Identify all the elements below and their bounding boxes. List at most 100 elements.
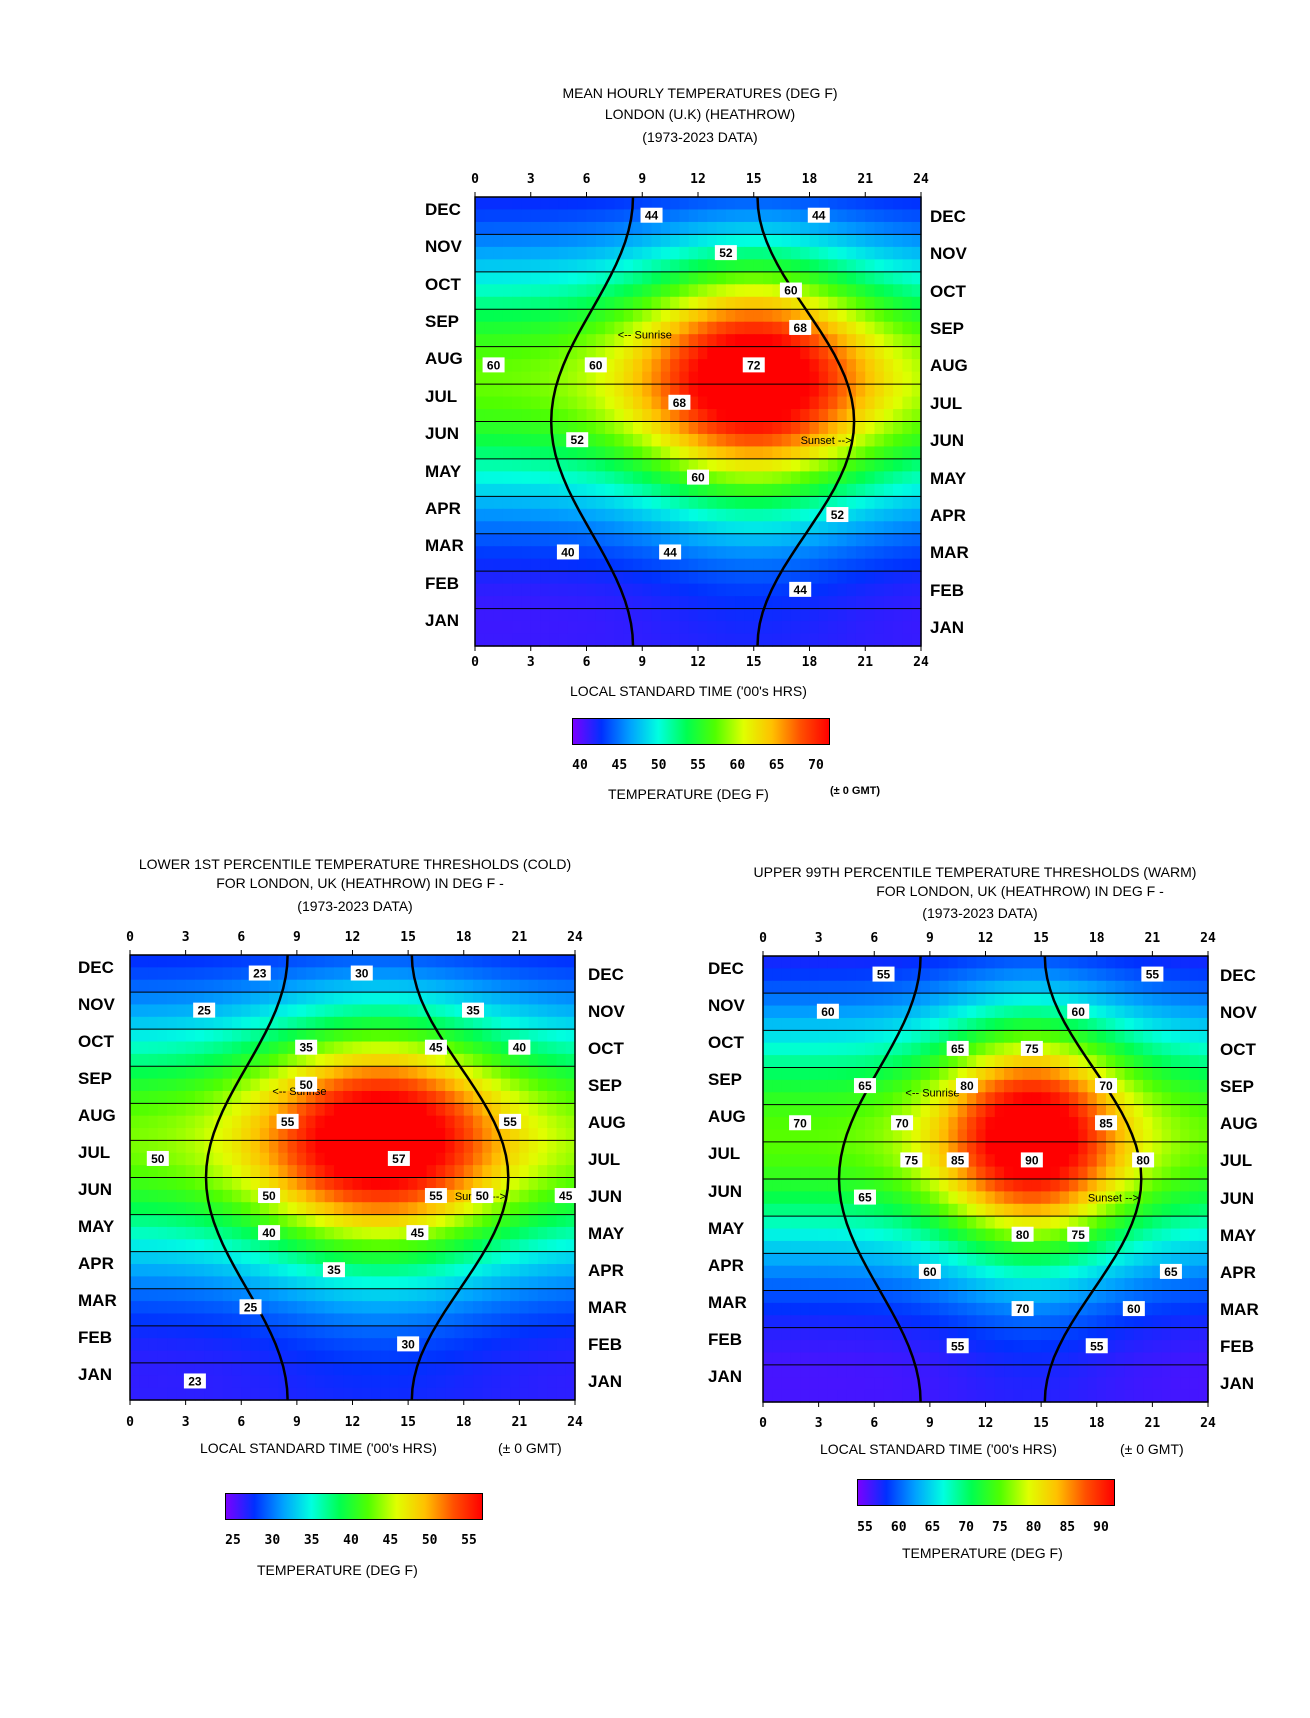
heat-cell xyxy=(883,1079,894,1093)
heat-cell xyxy=(679,458,690,472)
heat-cell xyxy=(642,571,653,585)
heat-cell xyxy=(577,346,588,360)
month-label-left: SEP xyxy=(78,1068,113,1088)
heat-cell xyxy=(408,1325,418,1339)
heat-cell xyxy=(371,1066,381,1080)
heat-cell xyxy=(259,1177,270,1191)
heat-cell xyxy=(333,1016,344,1030)
heat-cell xyxy=(874,1005,885,1019)
heat-cell xyxy=(519,967,530,981)
heat-cell xyxy=(1170,1191,1181,1205)
heat-cell xyxy=(306,979,317,993)
heat-cell xyxy=(352,1214,363,1228)
heat-cell xyxy=(800,259,811,273)
heat-cell xyxy=(1161,1179,1172,1192)
month-label-right: JAN xyxy=(930,618,965,638)
heat-cell xyxy=(846,296,857,310)
heat-cell xyxy=(157,1301,168,1315)
heat-cell xyxy=(725,521,736,535)
heat-cell xyxy=(130,1177,140,1191)
heat-cell xyxy=(818,596,829,610)
heat-cell xyxy=(827,1055,838,1069)
heat-cell xyxy=(1078,1141,1089,1155)
heat-cell xyxy=(500,955,511,968)
heat-cell xyxy=(204,1053,215,1067)
heat-cell xyxy=(800,384,811,398)
heat-cell xyxy=(521,359,532,373)
heat-cell xyxy=(1198,980,1209,994)
heat-cell xyxy=(1170,1067,1181,1081)
heat-cell xyxy=(537,1325,548,1339)
heat-cell xyxy=(911,197,922,211)
heat-cell xyxy=(781,1104,792,1118)
heat-cell xyxy=(790,1141,801,1155)
heat-cell xyxy=(512,421,523,435)
heat-cell xyxy=(389,1004,400,1018)
heat-cell xyxy=(540,483,550,497)
heat-cell xyxy=(540,396,550,410)
heat-cell xyxy=(380,1152,391,1166)
contour-label: 45 xyxy=(411,1226,425,1240)
heat-cell xyxy=(1170,1141,1181,1155)
heat-cell xyxy=(1180,1079,1191,1093)
heat-cell xyxy=(623,496,634,510)
hour-tick-top: 18 xyxy=(455,930,472,945)
heat-cell xyxy=(1124,993,1135,1007)
heat-cell xyxy=(818,583,829,597)
heat-cell xyxy=(707,221,718,236)
heat-cell xyxy=(902,980,912,994)
heat-cell xyxy=(475,433,485,448)
heat-cell xyxy=(278,1029,289,1043)
heat-cell xyxy=(435,1103,446,1117)
heat-cell xyxy=(352,955,363,968)
heat-cell xyxy=(855,1253,866,1267)
heat-cell xyxy=(549,608,560,622)
heat-cell xyxy=(846,1191,857,1205)
heat-cell xyxy=(512,621,523,635)
heat-cell xyxy=(1050,1228,1061,1242)
heat-cell xyxy=(800,1042,810,1056)
heat-cell xyxy=(707,384,718,398)
heat-cell xyxy=(753,458,764,472)
heat-cell xyxy=(1161,1166,1172,1180)
heat-cell xyxy=(512,209,523,223)
heat-cell xyxy=(547,1375,558,1389)
heat-cell xyxy=(139,1350,150,1364)
heat-cell xyxy=(642,621,653,635)
heat-cell xyxy=(185,1041,196,1055)
heat-cell xyxy=(781,309,792,323)
heat-cell xyxy=(361,1066,372,1080)
heat-cell xyxy=(957,1067,968,1081)
heat-cell xyxy=(837,259,848,273)
heat-cell xyxy=(482,1276,493,1290)
heat-cell xyxy=(707,621,718,635)
heat-cell xyxy=(361,1115,372,1129)
heat-cell xyxy=(380,1325,391,1339)
heat-cell xyxy=(744,496,755,510)
contour-label-box xyxy=(508,1039,531,1055)
heat-cell xyxy=(893,234,904,248)
heat-cell xyxy=(549,409,560,423)
heat-cell xyxy=(670,259,681,273)
heat-cell xyxy=(296,992,307,1006)
heat-cell xyxy=(929,1117,940,1131)
heat-cell xyxy=(426,1214,437,1228)
heat-cell xyxy=(250,1016,261,1030)
heat-cell xyxy=(809,1179,820,1192)
hour-tick-bottom: 18 xyxy=(455,1415,472,1430)
heat-cell xyxy=(493,259,504,273)
heat-cell xyxy=(324,1313,335,1327)
heat-cell xyxy=(902,1228,912,1242)
heat-cell xyxy=(874,384,885,398)
heat-cell xyxy=(556,1301,567,1315)
heat-cell xyxy=(1106,1203,1116,1217)
heat-cell xyxy=(530,409,541,423)
heat-cell xyxy=(445,1189,456,1203)
heat-cell xyxy=(1059,1253,1070,1267)
heat-cell xyxy=(920,1055,931,1069)
heat-cell xyxy=(343,1078,354,1092)
heat-cell xyxy=(521,546,532,560)
heat-cell xyxy=(883,296,894,310)
heat-cell xyxy=(1050,1203,1061,1217)
heat-cell xyxy=(800,471,811,485)
